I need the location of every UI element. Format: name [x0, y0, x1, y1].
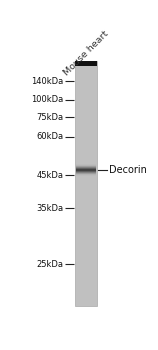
Bar — [75, 61, 97, 306]
Text: 75kDa: 75kDa — [37, 113, 64, 122]
Bar — [75, 61, 97, 66]
Text: 45kDa: 45kDa — [37, 171, 64, 180]
Text: 25kDa: 25kDa — [37, 260, 64, 269]
Text: Mouse heart: Mouse heart — [62, 29, 111, 77]
Text: 140kDa: 140kDa — [32, 77, 64, 86]
Text: 60kDa: 60kDa — [37, 132, 64, 141]
Text: 35kDa: 35kDa — [37, 204, 64, 213]
Text: Decorin: Decorin — [109, 165, 147, 175]
Text: 100kDa: 100kDa — [32, 96, 64, 104]
